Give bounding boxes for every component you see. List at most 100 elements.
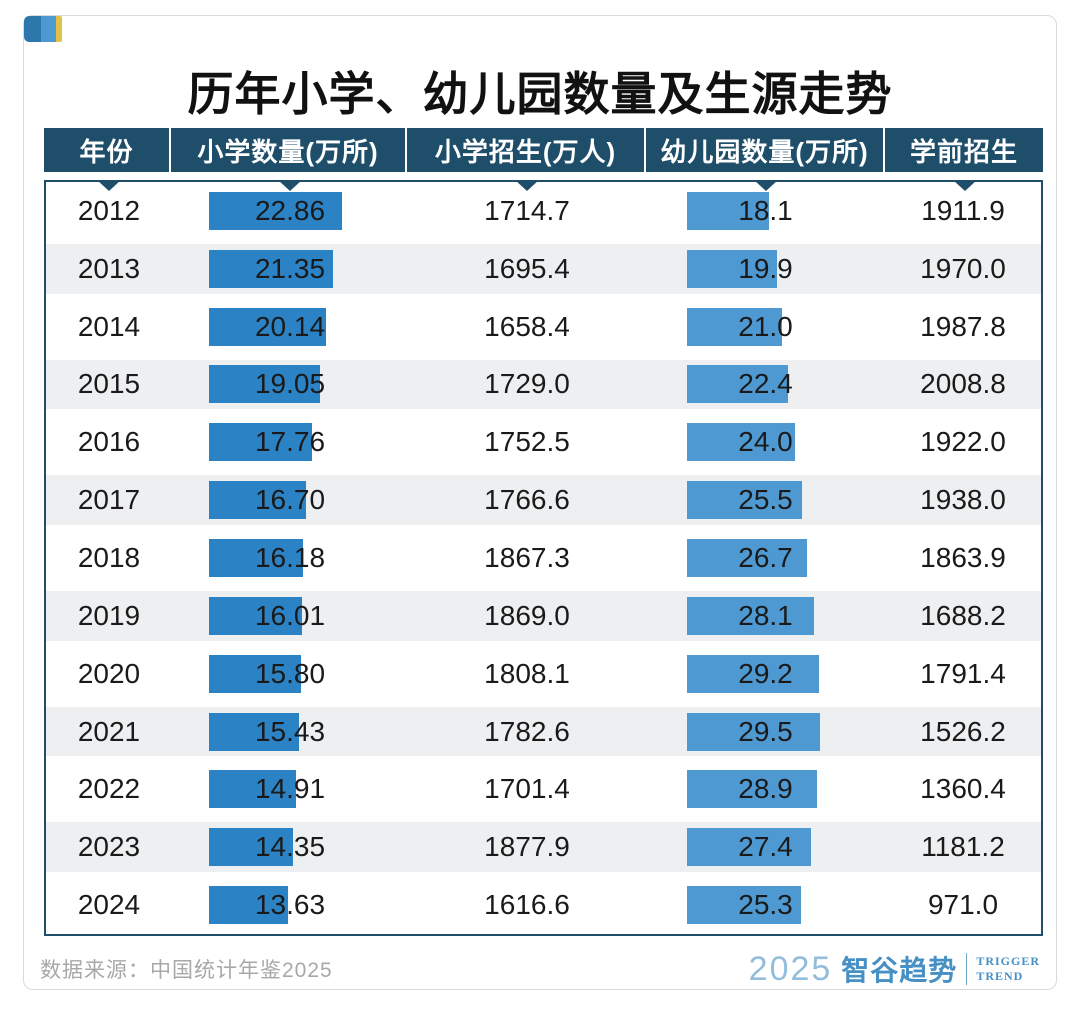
- primary-enrollment-cell: 1782.6: [408, 707, 646, 757]
- primary-enrollment-cell: 1658.4: [408, 302, 646, 352]
- data-source-note: 数据来源：中国统计年鉴2025: [40, 959, 333, 982]
- kindergarten-count-bar: [687, 191, 769, 230]
- preschool-enrollment-cell: 1938.0: [885, 475, 1041, 525]
- primary-enrollment-cell: 1701.4: [408, 764, 646, 814]
- preschool-enrollment-cell: 971.0: [885, 880, 1041, 930]
- kindergarten-count-value: 19.9: [738, 252, 793, 284]
- primary-enrollment-cell: 1714.7: [408, 186, 646, 236]
- preschool-enrollment-value: 1181.2: [921, 831, 1005, 863]
- table-row: 2023 14.35 1877.9 27.4 1181.2: [46, 818, 1041, 876]
- kindergarten-count-cell: 26.7: [646, 533, 885, 583]
- primary-count-cell: 17.76: [172, 417, 408, 467]
- brand-logo-icon: [24, 16, 62, 42]
- kindergarten-count-bar: [687, 770, 818, 809]
- kindergarten-count-value: 18.1: [738, 194, 793, 226]
- preschool-enrollment-cell: 1863.9: [885, 533, 1041, 583]
- year-cell: 2012: [46, 186, 172, 236]
- primary-count-value: 16.01: [254, 599, 326, 631]
- primary-enrollment-value: 1752.5: [484, 426, 570, 458]
- primary-count-cell: 15.43: [172, 707, 408, 757]
- column-header-primary-enrollment: 小学招生(万人): [407, 128, 644, 172]
- year-value: 2018: [77, 541, 141, 573]
- primary-count-value: 21.35: [254, 252, 326, 284]
- year-cell: 2021: [46, 707, 172, 757]
- primary-count-cell: 14.91: [172, 764, 408, 814]
- primary-count-value: 16.18: [254, 541, 326, 573]
- primary-enrollment-cell: 1808.1: [408, 649, 646, 699]
- primary-enrollment-value: 1867.3: [484, 541, 570, 573]
- preschool-enrollment-cell: 1526.2: [885, 707, 1041, 757]
- kindergarten-count-cell: 24.0: [646, 417, 885, 467]
- year-value: 2012: [77, 194, 141, 226]
- year-value: 2019: [77, 599, 141, 631]
- kindergarten-count-value: 28.9: [738, 773, 793, 805]
- column-header-year: 年份: [44, 128, 169, 172]
- table-row: 2019 16.01 1869.0 28.1 1688.2: [46, 587, 1041, 645]
- primary-count-bar: [209, 886, 289, 925]
- preschool-enrollment-value: 1911.9: [921, 194, 1005, 226]
- primary-count-bar: [209, 307, 327, 346]
- primary-enrollment-cell: 1616.6: [408, 880, 646, 930]
- primary-count-bar: [209, 654, 301, 693]
- kindergarten-count-bar: [687, 654, 819, 693]
- table-row: 2014 20.14 1658.4 21.0 1987.8: [46, 298, 1041, 356]
- primary-count-bar: [209, 249, 334, 288]
- kindergarten-count-bar: [687, 538, 808, 577]
- preschool-enrollment-value: 1970.0: [920, 252, 1006, 284]
- preschool-enrollment-value: 1791.4: [920, 657, 1006, 689]
- brand-name: 智谷趋势: [841, 955, 958, 986]
- preschool-enrollment-cell: 1970.0: [885, 244, 1041, 294]
- preschool-enrollment-value: 1938.0: [920, 484, 1006, 516]
- preschool-enrollment-value: 1688.2: [920, 599, 1006, 631]
- year-value: 2015: [77, 368, 141, 400]
- primary-count-value: 20.14: [254, 310, 326, 342]
- brand-divider: [966, 953, 968, 985]
- preschool-enrollment-cell: 1181.2: [885, 822, 1041, 872]
- primary-count-cell: 22.86: [172, 186, 408, 236]
- preschool-enrollment-value: 2008.8: [920, 368, 1006, 400]
- kindergarten-count-value: 26.7: [738, 541, 793, 573]
- kindergarten-count-bar: [687, 886, 802, 925]
- primary-enrollment-cell: 1695.4: [408, 244, 646, 294]
- year-cell: 2014: [46, 302, 172, 352]
- primary-count-value: 14.35: [254, 831, 326, 863]
- year-value: 2014: [77, 310, 141, 342]
- preschool-enrollment-cell: 1922.0: [885, 417, 1041, 467]
- primary-enrollment-cell: 1766.6: [408, 475, 646, 525]
- logo-dark-square: [24, 16, 41, 42]
- brand-tagline-line2: TREND: [976, 969, 1024, 983]
- logo-yellow-strip: [56, 16, 62, 42]
- primary-count-cell: 15.80: [172, 649, 408, 699]
- table-row: 2021 15.43 1782.6 29.5 1526.2: [46, 703, 1041, 761]
- year-cell: 2017: [46, 475, 172, 525]
- primary-count-bar: [209, 828, 293, 867]
- preschool-enrollment-value: 1526.2: [920, 715, 1006, 747]
- year-cell: 2022: [46, 764, 172, 814]
- primary-count-bar: [209, 596, 303, 635]
- year-cell: 2013: [46, 244, 172, 294]
- kindergarten-count-bar: [687, 365, 788, 404]
- year-value: 2013: [77, 252, 141, 284]
- year-cell: 2016: [46, 417, 172, 467]
- primary-count-value: 17.76: [254, 426, 326, 458]
- primary-count-value: 13.63: [254, 889, 326, 921]
- primary-count-bar: [209, 712, 299, 751]
- table-row: 2018 16.18 1867.3 26.7 1863.9: [46, 529, 1041, 587]
- primary-count-bar: [209, 481, 307, 520]
- year-value: 2021: [77, 715, 141, 747]
- kindergarten-count-bar: [687, 423, 796, 462]
- page-title: 历年小学、幼儿园数量及生源走势: [187, 68, 893, 120]
- kindergarten-count-value: 29.5: [738, 715, 793, 747]
- brand-tagline: TRIGGER TREND: [976, 954, 1040, 984]
- preschool-enrollment-value: 971.0: [927, 889, 999, 921]
- table-header: 年份 小学数量(万所) 小学招生(万人) 幼儿园数量(万所) 学前招生: [44, 128, 1043, 172]
- primary-enrollment-value: 1782.6: [484, 715, 570, 747]
- preschool-enrollment-cell: 1360.4: [885, 764, 1041, 814]
- kindergarten-count-cell: 29.2: [646, 649, 885, 699]
- primary-enrollment-value: 1766.6: [484, 484, 570, 516]
- table-row: 2015 19.05 1729.0 22.4 2008.8: [46, 356, 1041, 414]
- primary-enrollment-cell: 1877.9: [408, 822, 646, 872]
- kindergarten-count-cell: 22.4: [646, 360, 885, 410]
- kindergarten-count-bar: [687, 307, 782, 346]
- year-cell: 2024: [46, 880, 172, 930]
